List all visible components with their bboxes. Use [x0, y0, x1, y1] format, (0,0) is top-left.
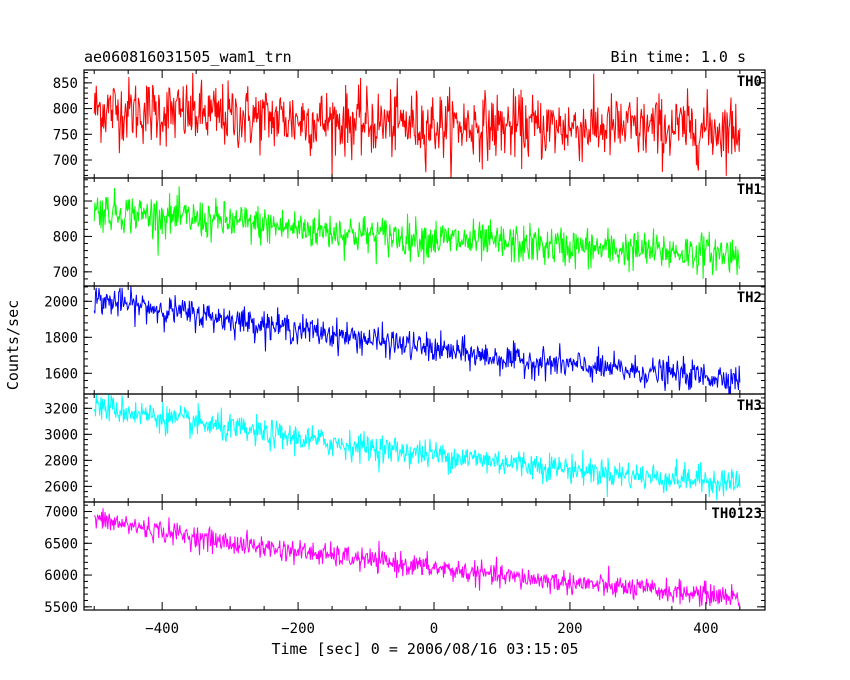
x-tick-label: 0 [430, 621, 438, 637]
panel-label-th3: TH3 [737, 398, 762, 414]
series-line-th3 [93, 394, 741, 501]
y-tick-label: 800 [53, 229, 78, 245]
y-tick-label: 3000 [44, 427, 78, 443]
x-tick-label: −200 [281, 621, 315, 637]
x-axis-label: Time [sec] 0 = 2006/08/16 03:15:05 [271, 640, 578, 658]
y-tick-label: 2800 [44, 453, 78, 469]
y-tick-label: 1800 [44, 330, 78, 346]
series-line-th0 [93, 73, 741, 178]
panel-label-th0123: TH0123 [711, 506, 762, 522]
y-tick-label: 850 [53, 76, 78, 92]
bin-time-label: Bin time: 1.0 s [611, 48, 746, 66]
y-tick-label: 750 [53, 127, 78, 143]
series-line-th1 [93, 186, 741, 279]
y-tick-label: 2000 [44, 294, 78, 310]
panel-label-th0: TH0 [737, 74, 762, 90]
panel-th3: 2600 2800 3000 3200 TH3 [44, 393, 766, 503]
y-tick-label: 3200 [44, 401, 78, 417]
panels: 700 750 800 850 TH0 700 800 900 TH1 1600 1800 2000 T… [44, 69, 766, 616]
panel-th2: 1600 1800 2000 TH2 [44, 285, 766, 395]
y-tick-label: 6500 [44, 536, 78, 552]
series-line-th2 [93, 286, 741, 394]
panel-th0123: 5500 6000 6500 7000 TH0123 [44, 501, 766, 616]
y-tick-label: 1600 [44, 366, 78, 382]
y-tick-label: 5500 [44, 600, 78, 616]
series-line-th0123 [93, 508, 741, 607]
x-tick-label: 400 [693, 621, 718, 637]
y-tick-label: 700 [53, 153, 78, 169]
x-tick-label: 200 [557, 621, 582, 637]
panel-label-th1: TH1 [737, 182, 762, 198]
panel-th1: 700 800 900 TH1 [53, 177, 766, 287]
x-axis: −400 −200 0 200 400 [145, 621, 718, 637]
y-tick-label: 7000 [44, 505, 78, 521]
y-tick-label: 700 [53, 265, 78, 281]
y-tick-label: 800 [53, 102, 78, 118]
y-tick-label: 900 [53, 194, 78, 210]
y-tick-label: 2600 [44, 479, 78, 495]
panel-label-th2: TH2 [737, 290, 762, 306]
chart-title: ae060816031505_wam1_trn [84, 48, 292, 66]
panel-th0: 700 750 800 850 TH0 [53, 69, 766, 179]
y-tick-label: 6000 [44, 568, 78, 584]
y-axis-label: Counts/sec [4, 300, 22, 390]
x-tick-label: −400 [145, 621, 179, 637]
